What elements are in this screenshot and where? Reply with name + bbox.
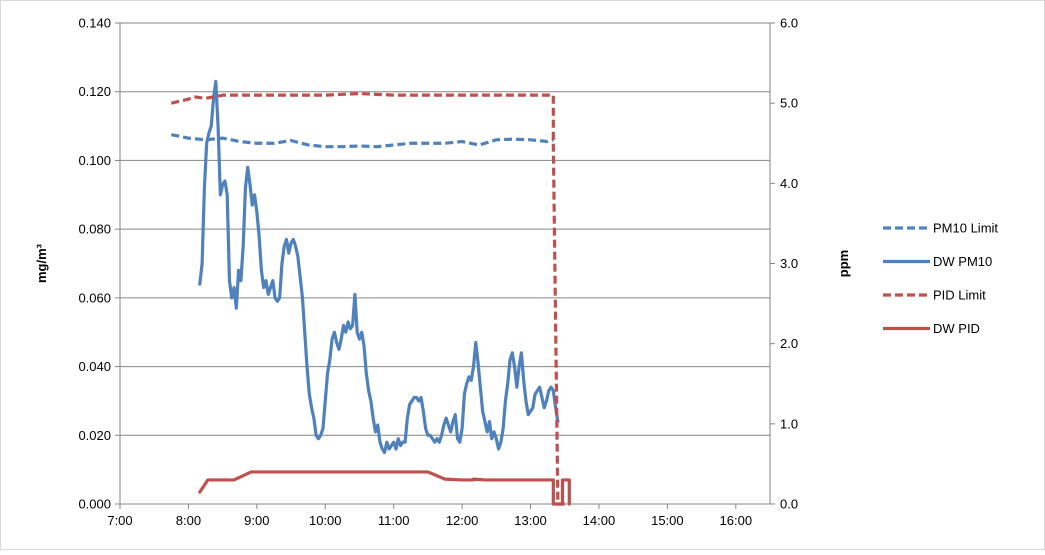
x-tick-label: 11:00: [378, 513, 410, 528]
y-left-tick-label: 0.040: [78, 359, 111, 374]
x-tick-label: 10:00: [309, 513, 342, 528]
x-tick-label: 15:00: [651, 513, 684, 528]
y-left-tick-label: 0.080: [78, 222, 111, 237]
y-right-tick-label: 0.0: [780, 497, 798, 512]
x-tick-label: 7:00: [107, 513, 132, 528]
x-tick-label: 13:00: [514, 513, 547, 528]
x-tick-label: 9:00: [244, 513, 269, 528]
y-left-tick-label: 0.060: [78, 290, 111, 305]
series-line-dw-pid: [198, 470, 571, 506]
x-tick-label: 12:00: [446, 513, 479, 528]
legend-label-pid-limit: PID Limit: [933, 288, 986, 303]
y-left-tick-label: 0.100: [78, 153, 111, 168]
series-line-pm10-limit: [171, 133, 554, 149]
y-right-tick-label: 6.0: [780, 16, 798, 31]
y-left-tick-label: 0.140: [78, 16, 111, 31]
y-right-tick-label: 3.0: [780, 256, 798, 271]
legend-label-dw-pm10: DW PM10: [933, 254, 992, 269]
y-right-tick-label: 1.0: [780, 416, 798, 431]
y-left-axis-title: mg/m³: [34, 243, 49, 283]
legend-label-dw-pid: DW PID: [933, 321, 980, 336]
y-left-tick-label: 0.120: [78, 84, 111, 99]
y-right-axis-title: ppm: [836, 250, 851, 277]
y-right-tick-label: 4.0: [780, 176, 798, 191]
y-left-tick-label: 0.000: [78, 497, 111, 512]
series-line-pid-limit: [170, 91, 565, 506]
y-right-tick-label: 5.0: [780, 96, 798, 111]
y-right-tick-label: 2.0: [780, 336, 798, 351]
x-tick-label: 16:00: [720, 513, 753, 528]
x-tick-label: 8:00: [176, 513, 201, 528]
series-line-dw-pm10: [198, 79, 560, 455]
y-left-tick-label: 0.020: [78, 428, 111, 443]
x-tick-label: 14:00: [583, 513, 616, 528]
legend-label-pm10-limit: PM10 Limit: [933, 221, 998, 236]
